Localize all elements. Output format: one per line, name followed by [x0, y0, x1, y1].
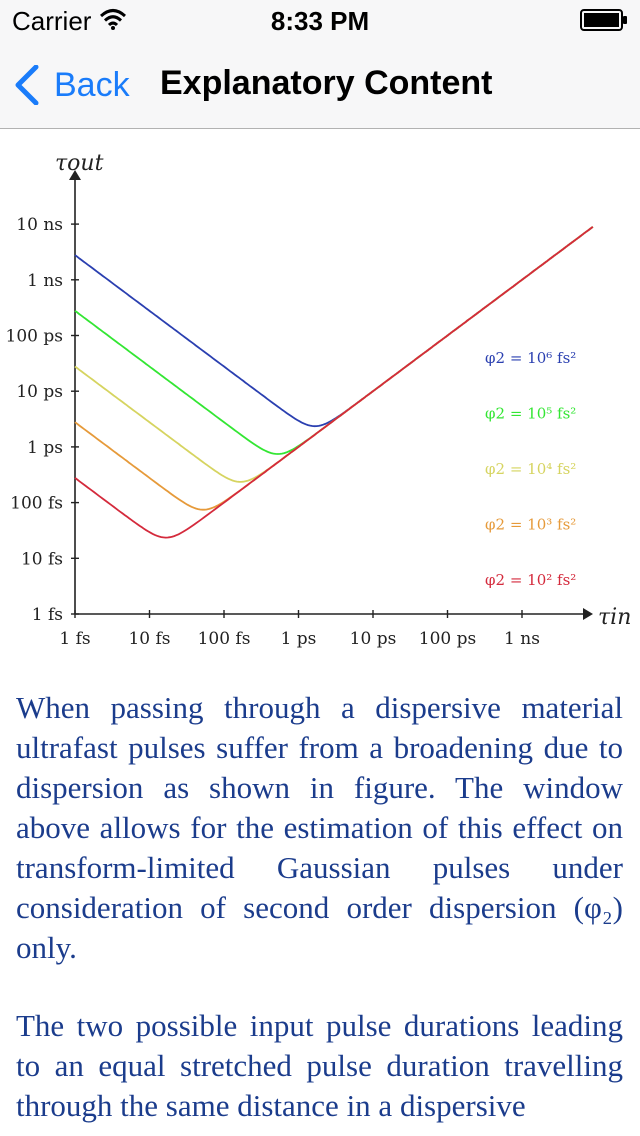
x-tick-label: 1 ns [504, 629, 540, 649]
x-tick-label: 1 ps [281, 629, 317, 649]
legend-entry: φ2 = 10⁵ fs² [485, 405, 576, 423]
y-tick-label: 100 ps [6, 327, 63, 347]
pulse-broadening-chart: τout τin 1 fs 10 fs 100 fs 1 ps 10 ps 100 ps 1 n… [6, 151, 632, 649]
status-time: 8:33 PM [270, 6, 370, 36]
legend-entry: φ2 = 10⁶ fs² [485, 349, 576, 367]
y-tick-label: 10 ps [16, 382, 63, 402]
status-bar: Carrier 8:33 PM [0, 0, 640, 40]
content-scroll-view[interactable]: τout τin 1 fs 10 fs 100 fs 1 ps 10 ps 100 ps 1 n… [0, 130, 640, 1136]
x-tick-label: 1 fs [59, 629, 90, 649]
explanation-paragraph-1: When passing through a dispersive materi… [16, 690, 623, 965]
back-label: Back [54, 65, 130, 104]
y-tick-label: 1 ps [27, 438, 63, 458]
series-line [74, 226, 594, 428]
wifi-icon [100, 9, 126, 30]
x-tick-label: 10 fs [128, 629, 170, 649]
y-tick-label: 100 fs [10, 494, 63, 514]
y-axis-label: τout [55, 151, 104, 176]
x-axis-arrow [583, 608, 593, 620]
x-tick-label: 100 ps [419, 629, 476, 649]
carrier-label: Carrier [12, 6, 92, 36]
y-tick-label: 10 fs [21, 549, 63, 569]
battery-icon [580, 9, 627, 31]
explanation-paragraph-2: The two possible input pulse durations l… [16, 1008, 623, 1123]
page-title: Explanatory Content [160, 64, 493, 102]
y-tick-label: 1 ns [27, 271, 63, 291]
legend-entry: φ2 = 10⁴ fs² [485, 460, 576, 478]
legend-entry: φ2 = 10² fs² [485, 571, 576, 589]
x-tick-label: 10 ps [350, 629, 397, 649]
back-button[interactable]: Back [14, 62, 130, 108]
chevron-left-icon [15, 65, 39, 105]
y-axis-arrow [69, 170, 81, 180]
y-tick-label: 10 ns [16, 215, 63, 235]
x-axis-label: τin [598, 605, 631, 630]
legend-entry: φ2 = 10³ fs² [485, 516, 576, 534]
navigation-bar: Back Explanatory Content [0, 40, 640, 129]
x-tick-label: 100 fs [198, 629, 251, 649]
series-line [74, 226, 594, 539]
y-tick-label: 1 fs [32, 605, 63, 625]
